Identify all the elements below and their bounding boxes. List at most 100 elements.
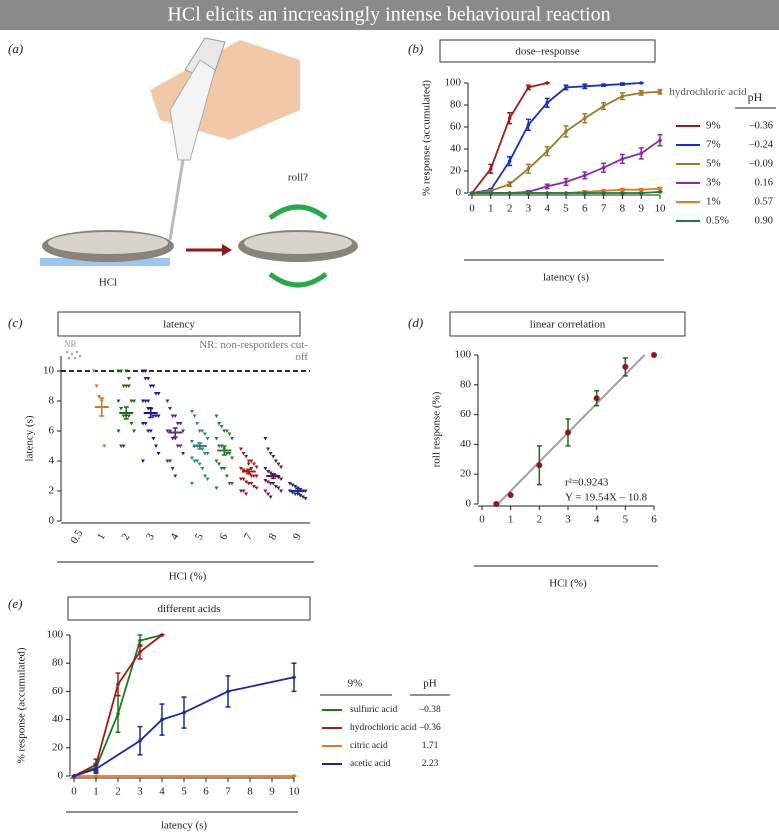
data-point: [170, 467, 175, 471]
data-point: [102, 444, 107, 448]
y-tick-label: 0: [466, 498, 472, 510]
data-point: [658, 138, 662, 142]
data-point: [292, 675, 296, 680]
data-point: [224, 474, 229, 478]
y-tick-label: 40: [52, 713, 64, 725]
data-point: [246, 482, 251, 486]
data-point: [138, 650, 142, 654]
data-point: [140, 422, 145, 426]
stimulus-label: HCl: [99, 277, 117, 289]
acid-strip: [40, 258, 170, 266]
data-point: [241, 468, 246, 472]
annotation: NR: non-responders cut-off: [199, 339, 308, 363]
data-point: [266, 480, 271, 484]
legend-value: –0.38: [418, 705, 441, 715]
data-point: [214, 414, 219, 418]
data-point: [565, 429, 571, 436]
data-point: [230, 482, 235, 486]
data-point: [195, 422, 200, 426]
data-point: [564, 129, 568, 134]
legend-label: 7%: [706, 139, 721, 151]
data-point: [249, 459, 254, 463]
data-point: [168, 459, 173, 463]
data-point: [205, 477, 210, 481]
data-point: [268, 452, 273, 456]
data-point: [178, 422, 183, 426]
data-point: [244, 480, 249, 484]
arrow-head: [222, 244, 232, 256]
question-label: roll?: [288, 172, 308, 184]
data-point: [241, 489, 246, 493]
legend-value: –0.36: [748, 120, 773, 131]
data-point: [129, 422, 134, 426]
data-point: [263, 437, 268, 441]
data-point: [658, 190, 662, 194]
data-point: [138, 638, 142, 643]
legend-header: 9%: [348, 678, 363, 690]
x-tick-label: 3: [565, 514, 571, 526]
x-axis-label: latency (s): [543, 272, 589, 284]
data-point: [116, 429, 121, 433]
larva-body: [244, 232, 352, 254]
data-point: [146, 377, 151, 381]
data-point: [140, 459, 145, 463]
data-point: [116, 399, 121, 403]
data-point: [238, 467, 243, 471]
x-tick-label: 6: [651, 514, 657, 526]
header-bar: [0, 0, 779, 30]
title-box: [439, 39, 656, 63]
data-point: [639, 81, 643, 85]
data-point: [192, 459, 197, 463]
y-tick-label: 60: [52, 685, 64, 697]
legend-header: pH: [423, 678, 437, 690]
data-point: [254, 486, 259, 490]
data-point: [224, 452, 229, 456]
data-point: [564, 191, 568, 195]
data-point: [121, 414, 126, 418]
data-point: [298, 494, 303, 498]
legend-label: 0.5%: [706, 215, 729, 227]
data-point: [189, 482, 194, 486]
data-point: [94, 384, 99, 388]
x-tick-label: 3: [526, 203, 532, 215]
y-tick-label: 40: [460, 438, 472, 450]
data-point: [227, 452, 232, 456]
data-point: [119, 407, 124, 411]
data-point: [620, 187, 625, 192]
data-point: [165, 429, 170, 433]
data-point: [214, 486, 219, 490]
chart-title: latency: [163, 319, 195, 331]
data-point: [273, 485, 278, 489]
data-point: [205, 452, 210, 456]
y-axis-label: roll response (%): [431, 391, 443, 467]
data-point: [266, 470, 271, 474]
data-point: [151, 384, 156, 388]
data-point: [507, 159, 512, 163]
data-point: [165, 399, 170, 403]
y-tick-label: 100: [445, 77, 462, 89]
legend-value: 0.90: [755, 215, 773, 226]
data-point: [143, 399, 148, 403]
y-tick-label: 100: [47, 629, 64, 641]
panel-label: (a): [8, 41, 23, 56]
data-point: [195, 459, 200, 463]
legend-value: 2.23: [422, 759, 439, 769]
data-point: [545, 184, 549, 189]
data-point: [121, 444, 126, 448]
data-point: [601, 165, 606, 170]
y-tick-label: 20: [52, 741, 64, 753]
data-point: [143, 377, 148, 381]
data-point: [651, 352, 657, 358]
data-point: [175, 422, 180, 426]
data-point: [238, 489, 243, 493]
data-point: [217, 462, 222, 466]
x-axis-label: latency (s): [161, 820, 207, 832]
x-tick-label: 4: [594, 514, 600, 526]
data-point: [181, 452, 186, 456]
data-point: [279, 465, 284, 469]
legend-value: –0.24: [748, 139, 773, 150]
data-point: [148, 429, 153, 433]
x-axis-label: HCl (%): [549, 578, 587, 590]
data-point: [507, 182, 512, 186]
